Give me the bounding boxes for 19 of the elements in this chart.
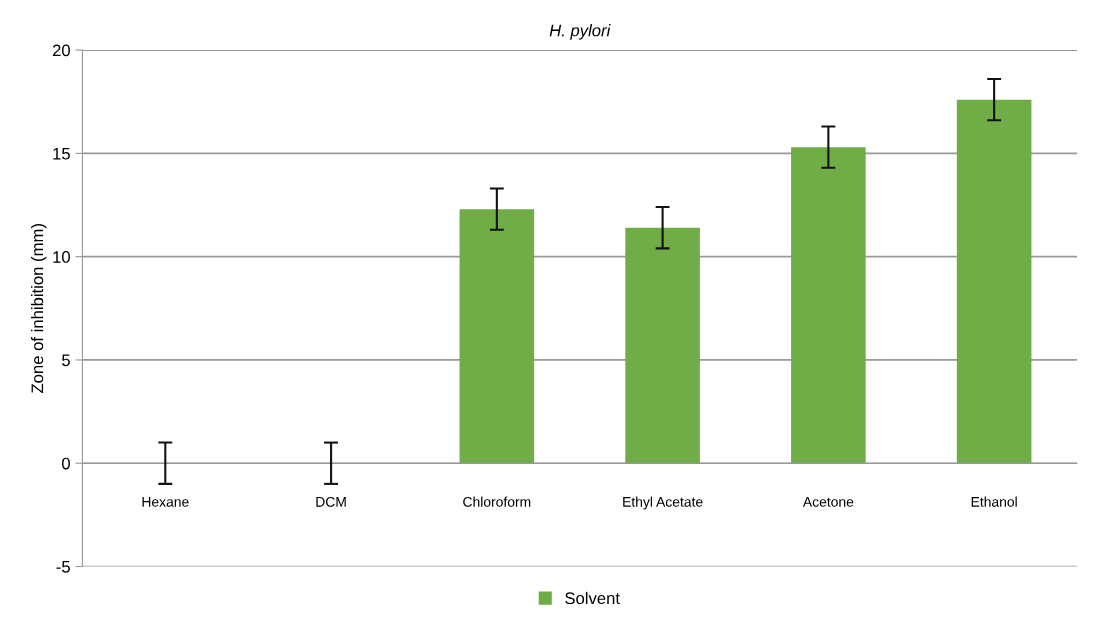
y-tick-label: -5 [56,561,70,573]
x-tick-label: Ethyl Acetate [623,496,703,510]
legend-label: Solvent [565,591,620,605]
bar [956,99,1032,464]
y-tick-label: 20 [52,44,70,57]
x-tick-label: Hexane [142,497,189,507]
y-tick-label: 0 [62,457,70,470]
bar [459,209,535,464]
y-axis-title: Zone of inhibition (mm) [30,224,47,393]
x-tick-label: DCM [316,496,346,507]
bar [625,227,700,464]
x-tick-label: Chloroform [463,496,531,507]
x-tick-label: Acetone [802,497,854,507]
y-tick-label: 15 [53,147,70,160]
y-tick-label: 5 [62,354,70,367]
bar [791,147,866,464]
chart-title: H. pylori [549,24,611,40]
x-tick-label: Ethanol [971,496,1017,507]
y-tick-label: 10 [53,251,70,263]
